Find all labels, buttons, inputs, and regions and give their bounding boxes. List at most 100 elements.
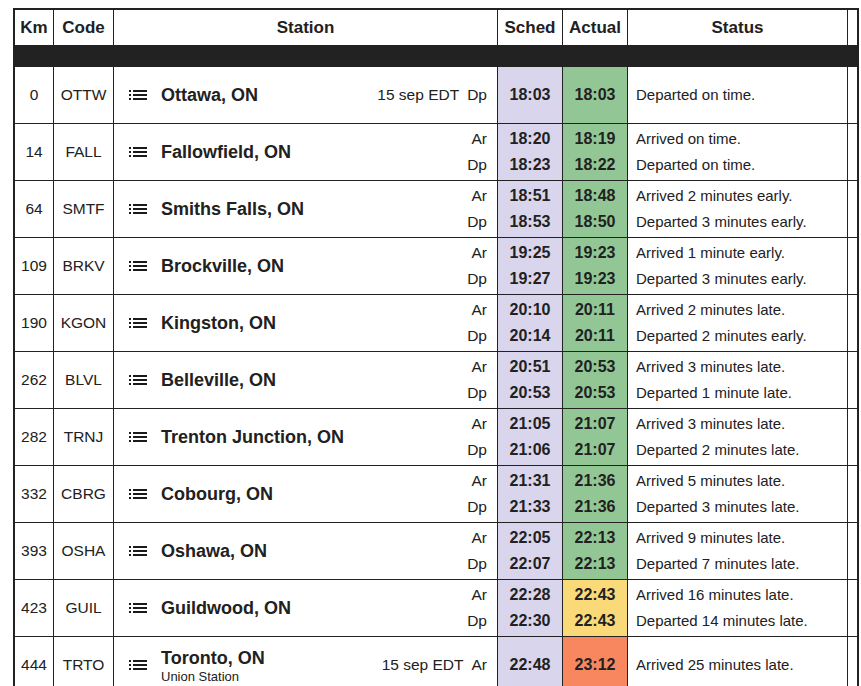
station-name: Smiths Falls, ON (161, 198, 304, 220)
sched-cell: 22:05 22:07 (498, 523, 562, 579)
status-line-1: Arrived 3 minutes late. (636, 354, 785, 380)
status-cell: Arrived on time. Departed on time. (628, 124, 847, 180)
sched-time-2: 20:14 (510, 323, 551, 349)
station-subtitle: Union Station (161, 669, 265, 684)
station-list-icon[interactable] (126, 140, 150, 164)
actual-cell: 21:07 21:07 (563, 409, 627, 465)
sched-cell: 18:20 18:23 (498, 124, 562, 180)
station-name-group: Kingston, ON (126, 311, 276, 335)
arrive-depart-label-1: Ar (472, 244, 488, 261)
arrive-depart-label-2: Dp (467, 608, 487, 634)
event-label-line-1: Ar (472, 525, 488, 551)
actual-cell: 20:11 20:11 (563, 295, 627, 351)
station-name-block: Belleville, ON (161, 369, 276, 391)
header-spacer (848, 10, 857, 45)
station-list-icon[interactable] (126, 482, 150, 506)
station-cell: Ottawa, ON 15 sep EDTDp (114, 67, 497, 123)
station-cell: Cobourg, ON Ar Dp (114, 466, 497, 522)
station-list-icon[interactable] (126, 254, 150, 278)
event-label-line-1: Ar (472, 468, 488, 494)
status-line-1: Arrived 2 minutes early. (636, 183, 792, 209)
station-name-block: Oshawa, ON (161, 540, 267, 562)
station-list-icon[interactable] (126, 311, 150, 335)
event-labels: Ar Dp (467, 126, 487, 178)
arrive-depart-label-1: Dp (467, 86, 487, 103)
station-name-block: Kingston, ON (161, 312, 276, 334)
event-labels: Ar Dp (467, 354, 487, 406)
station-name: Guildwood, ON (161, 597, 291, 619)
station-list-icon[interactable] (126, 539, 150, 563)
sched-cell: 19:25 19:27 (498, 238, 562, 294)
actual-time-1: 21:07 (575, 411, 616, 437)
status-line-1: Arrived 16 minutes late. (636, 582, 794, 608)
event-labels: Ar Dp (467, 297, 487, 349)
sched-cell: 22:48 (498, 637, 562, 686)
station-cell: Brockville, ON Ar Dp (114, 238, 497, 294)
sched-time-1: 22:28 (510, 582, 551, 608)
status-line-2: Departed 3 minutes late. (636, 494, 799, 520)
sched-cell: 20:10 20:14 (498, 295, 562, 351)
arrive-depart-label-2: Dp (467, 551, 487, 577)
station-name-group: Toronto, ON Union Station (126, 647, 265, 684)
sched-time-2: 21:33 (510, 494, 551, 520)
actual-time-2: 22:13 (575, 551, 616, 577)
row-spacer (848, 409, 857, 465)
status-cell: Arrived 16 minutes late. Departed 14 min… (628, 580, 847, 636)
sched-time-1: 20:10 (510, 297, 551, 323)
actual-cell: 23:12 (563, 637, 627, 686)
status-cell: Arrived 1 minute early. Departed 3 minut… (628, 238, 847, 294)
arrive-depart-label-2: Dp (467, 437, 487, 463)
actual-time-2: 19:23 (575, 266, 616, 292)
sched-time-1: 19:25 (510, 240, 551, 266)
station-name-group: Belleville, ON (126, 368, 276, 392)
event-labels: Ar Dp (467, 582, 487, 634)
station-cell: Belleville, ON Ar Dp (114, 352, 497, 408)
sched-time-1: 18:03 (510, 82, 551, 108)
station-name-group: Guildwood, ON (126, 596, 291, 620)
status-cell: Arrived 2 minutes early. Departed 3 minu… (628, 181, 847, 237)
station-name: Oshawa, ON (161, 540, 267, 562)
arrive-depart-label-1: Ar (472, 415, 488, 432)
row-spacer (848, 124, 857, 180)
km-cell: 444 (15, 637, 53, 686)
station-code-cell: OSHA (54, 523, 113, 579)
station-code-cell: BRKV (54, 238, 113, 294)
train-status-table: Km Code Station Sched Actual Status 0 OT… (13, 8, 859, 686)
actual-cell: 18:48 18:50 (563, 181, 627, 237)
sched-time-1: 18:51 (510, 183, 551, 209)
actual-time-2: 22:43 (575, 608, 616, 634)
station-code-cell: TRNJ (54, 409, 113, 465)
actual-time-1: 18:19 (575, 126, 616, 152)
arrive-depart-label-2: Dp (467, 323, 487, 349)
station-list-icon[interactable] (126, 653, 150, 677)
km-cell: 190 (15, 295, 53, 351)
km-cell: 393 (15, 523, 53, 579)
station-list-icon[interactable] (126, 197, 150, 221)
actual-time-2: 21:07 (575, 437, 616, 463)
sched-cell: 22:28 22:30 (498, 580, 562, 636)
sched-cell: 21:05 21:06 (498, 409, 562, 465)
station-code-cell: OTTW (54, 67, 113, 123)
actual-time-1: 22:43 (575, 582, 616, 608)
sched-time-1: 18:20 (510, 126, 551, 152)
status-cell: Arrived 2 minutes late. Departed 2 minut… (628, 295, 847, 351)
station-cell: Toronto, ON Union Station 15 sep EDTAr (114, 637, 497, 686)
station-name: Kingston, ON (161, 312, 276, 334)
station-list-icon[interactable] (126, 425, 150, 449)
event-label-line-1: 15 sep EDTDp (377, 82, 487, 108)
station-name: Ottawa, ON (161, 84, 258, 106)
arrive-depart-label-2: Dp (467, 380, 487, 406)
status-line-2: Departed 2 minutes late. (636, 437, 799, 463)
actual-cell: 22:13 22:13 (563, 523, 627, 579)
sched-time-2: 18:23 (510, 152, 551, 178)
row-spacer (848, 181, 857, 237)
station-list-icon[interactable] (126, 83, 150, 107)
station-code-cell: GUIL (54, 580, 113, 636)
station-name: Belleville, ON (161, 369, 276, 391)
event-label-line-1: Ar (472, 354, 488, 380)
status-line-1: Arrived on time. (636, 126, 741, 152)
station-cell: Oshawa, ON Ar Dp (114, 523, 497, 579)
station-list-icon[interactable] (126, 368, 150, 392)
station-list-icon[interactable] (126, 596, 150, 620)
km-cell: 109 (15, 238, 53, 294)
